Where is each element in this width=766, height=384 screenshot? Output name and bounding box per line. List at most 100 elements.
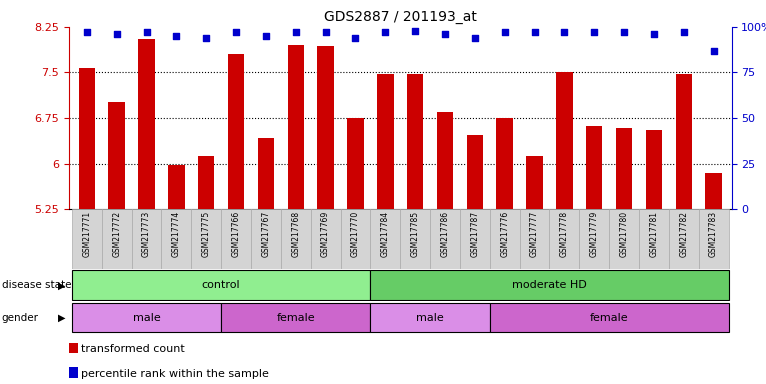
FancyBboxPatch shape xyxy=(251,209,281,269)
Text: GSM217782: GSM217782 xyxy=(679,211,689,257)
Text: GSM217783: GSM217783 xyxy=(709,211,718,257)
FancyBboxPatch shape xyxy=(221,209,251,269)
Text: GSM217766: GSM217766 xyxy=(231,211,241,257)
Text: GSM217787: GSM217787 xyxy=(470,211,480,257)
Bar xyxy=(139,39,155,209)
FancyBboxPatch shape xyxy=(132,209,162,269)
Bar xyxy=(347,118,364,209)
Point xyxy=(379,29,391,35)
FancyBboxPatch shape xyxy=(162,209,192,269)
Bar xyxy=(317,46,334,209)
Point xyxy=(349,35,362,41)
Title: GDS2887 / 201193_at: GDS2887 / 201193_at xyxy=(324,10,476,25)
FancyBboxPatch shape xyxy=(579,209,609,269)
FancyBboxPatch shape xyxy=(371,209,400,269)
Text: GSM217769: GSM217769 xyxy=(321,211,330,257)
Text: control: control xyxy=(202,280,241,290)
FancyBboxPatch shape xyxy=(609,209,639,269)
Text: GSM217772: GSM217772 xyxy=(112,211,121,257)
Point xyxy=(678,29,690,35)
Point xyxy=(588,29,601,35)
Bar xyxy=(437,112,453,209)
Point xyxy=(140,29,152,35)
Text: transformed count: transformed count xyxy=(81,344,185,354)
FancyBboxPatch shape xyxy=(281,209,311,269)
FancyBboxPatch shape xyxy=(460,209,489,269)
Bar xyxy=(228,54,244,209)
FancyBboxPatch shape xyxy=(371,303,489,333)
Bar xyxy=(377,74,394,209)
FancyBboxPatch shape xyxy=(699,209,728,269)
Text: moderate HD: moderate HD xyxy=(512,280,587,290)
FancyBboxPatch shape xyxy=(341,209,371,269)
Point xyxy=(409,28,421,34)
Text: female: female xyxy=(277,313,315,323)
Point xyxy=(80,29,93,35)
Bar xyxy=(169,165,185,209)
Text: GSM217773: GSM217773 xyxy=(142,211,151,257)
FancyBboxPatch shape xyxy=(311,209,341,269)
Point xyxy=(200,35,212,41)
Text: ▶: ▶ xyxy=(58,313,66,323)
Text: GSM217768: GSM217768 xyxy=(291,211,300,257)
Bar xyxy=(676,74,692,209)
Point xyxy=(499,29,511,35)
FancyBboxPatch shape xyxy=(489,303,728,333)
Bar xyxy=(556,73,573,209)
FancyBboxPatch shape xyxy=(102,209,132,269)
FancyBboxPatch shape xyxy=(192,209,221,269)
Text: GSM217784: GSM217784 xyxy=(381,211,390,257)
Text: GSM217770: GSM217770 xyxy=(351,211,360,257)
FancyBboxPatch shape xyxy=(221,303,371,333)
Point xyxy=(230,29,242,35)
FancyBboxPatch shape xyxy=(371,270,728,300)
Point xyxy=(319,29,332,35)
Text: GSM217786: GSM217786 xyxy=(440,211,450,257)
Point xyxy=(110,31,123,37)
Bar xyxy=(466,135,483,209)
Bar xyxy=(646,130,662,209)
Text: GSM217777: GSM217777 xyxy=(530,211,539,257)
Bar xyxy=(79,68,95,209)
Point xyxy=(439,31,451,37)
Point xyxy=(618,29,630,35)
FancyBboxPatch shape xyxy=(72,209,102,269)
FancyBboxPatch shape xyxy=(549,209,579,269)
Bar xyxy=(407,74,424,209)
Text: GSM217775: GSM217775 xyxy=(201,211,211,257)
Bar xyxy=(198,156,214,209)
Bar xyxy=(287,45,304,209)
FancyBboxPatch shape xyxy=(639,209,669,269)
Text: GSM217771: GSM217771 xyxy=(83,211,91,257)
Bar xyxy=(586,126,602,209)
FancyBboxPatch shape xyxy=(489,209,519,269)
Point xyxy=(529,29,541,35)
Text: male: male xyxy=(416,313,444,323)
Text: GSM217776: GSM217776 xyxy=(500,211,509,257)
Text: GSM217781: GSM217781 xyxy=(650,211,659,257)
Text: GSM217767: GSM217767 xyxy=(261,211,270,257)
Point xyxy=(260,33,272,39)
Bar xyxy=(496,118,513,209)
Text: GSM217785: GSM217785 xyxy=(411,211,420,257)
Bar xyxy=(616,128,632,209)
Point xyxy=(648,31,660,37)
Bar xyxy=(705,173,722,209)
FancyBboxPatch shape xyxy=(669,209,699,269)
Text: ▶: ▶ xyxy=(58,280,66,290)
FancyBboxPatch shape xyxy=(400,209,430,269)
Text: GSM217774: GSM217774 xyxy=(172,211,181,257)
Point xyxy=(290,29,302,35)
Point xyxy=(170,33,182,39)
FancyBboxPatch shape xyxy=(72,270,371,300)
FancyBboxPatch shape xyxy=(519,209,549,269)
Text: GSM217779: GSM217779 xyxy=(590,211,599,257)
Text: percentile rank within the sample: percentile rank within the sample xyxy=(81,369,269,379)
Bar xyxy=(526,156,543,209)
Point xyxy=(708,48,720,54)
Point xyxy=(469,35,481,41)
Text: male: male xyxy=(133,313,160,323)
FancyBboxPatch shape xyxy=(72,303,221,333)
Text: GSM217780: GSM217780 xyxy=(620,211,629,257)
Text: female: female xyxy=(590,313,628,323)
